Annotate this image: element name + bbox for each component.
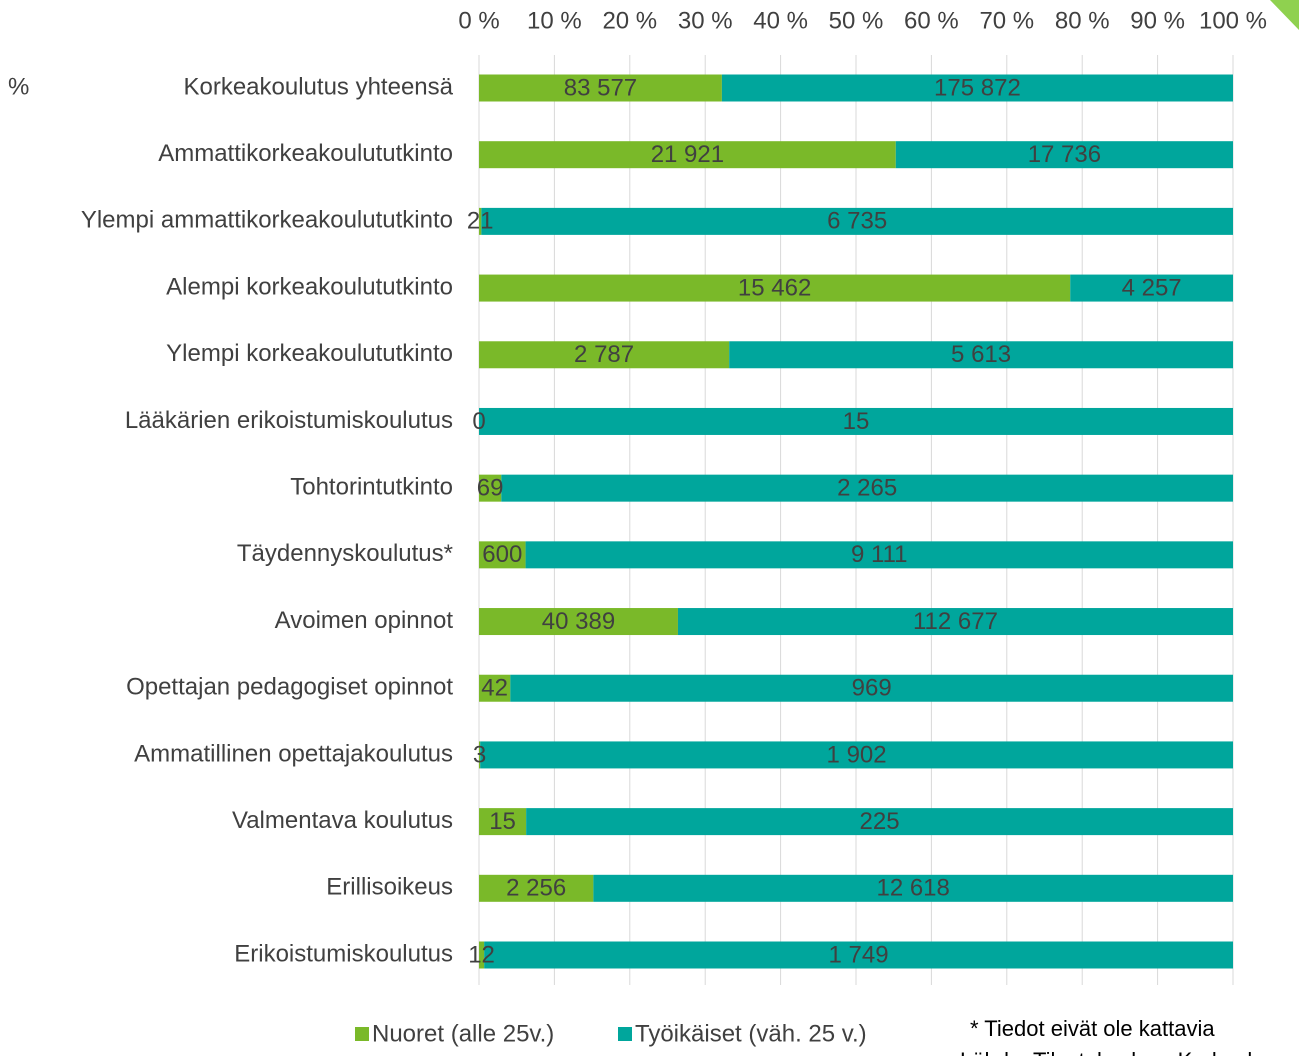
legend-swatch (618, 1027, 632, 1041)
data-label: 12 618 (876, 875, 949, 902)
bar-segment (593, 874, 1233, 902)
x-tick-label: 100 % (1199, 7, 1267, 34)
data-label: 969 (852, 675, 892, 702)
data-label: 42 (481, 675, 508, 702)
data-label: 3 (473, 741, 486, 768)
category-label: Erikoistumiskoulutus (234, 940, 453, 967)
x-tick-label: 40 % (753, 7, 808, 34)
bar-segment (1070, 274, 1233, 302)
bar-segment (501, 474, 1233, 502)
bar-segment (484, 941, 1233, 969)
category-label: Alempi korkeakoulututkinto (166, 273, 453, 300)
category-label: Erillisoikeus (326, 874, 453, 901)
category-label: Lääkärien erikoistumiskoulutus (125, 407, 453, 434)
x-tick-label: 80 % (1055, 7, 1110, 34)
category-label: Avoimen opinnot (275, 607, 454, 634)
category-label: Tohtorintutkinto (290, 473, 453, 500)
bar-segment (479, 207, 482, 235)
data-label: 175 872 (934, 74, 1021, 101)
data-label: 15 (843, 408, 870, 435)
corner-decoration (1270, 0, 1299, 30)
source: Lähde: Tilastokeskus, Korkeak (960, 1048, 1259, 1056)
x-tick-label: 20 % (602, 7, 657, 34)
data-label: 112 677 (913, 608, 998, 635)
data-label: 2 265 (837, 474, 897, 501)
data-label: 40 389 (542, 608, 615, 635)
data-label: 83 577 (564, 74, 637, 101)
data-label: 9 111 (851, 541, 908, 568)
data-label: 2 787 (574, 341, 634, 368)
bar-segment (479, 407, 1233, 435)
bar-segment (479, 74, 722, 102)
data-label: 21 (467, 208, 494, 235)
data-label: 6 735 (827, 208, 887, 235)
x-tick-label: 70 % (979, 7, 1034, 34)
bar-segment (479, 941, 485, 969)
bar-segment (677, 608, 1233, 636)
data-label: 15 (489, 808, 516, 835)
category-label: Ylempi ammattikorkeakoulututkinto (81, 207, 453, 234)
bar-segment (479, 274, 1071, 302)
bar-segment (480, 741, 1234, 769)
bar-segment (526, 808, 1233, 836)
bar-segment (895, 141, 1233, 169)
data-label: 17 736 (1028, 141, 1101, 168)
x-tick-label: 10 % (527, 7, 582, 34)
x-tick-label: 90 % (1130, 7, 1185, 34)
data-label: 15 462 (738, 274, 811, 301)
data-label: 69 (477, 474, 504, 501)
category-label: Ammatillinen opettajakoulutus (134, 740, 453, 767)
category-label: Opettajan pedagogiset opinnot (126, 674, 453, 701)
data-label: 12 (468, 941, 495, 968)
bar-segment (479, 341, 730, 369)
category-label: Korkeakoulutus yhteensä (183, 73, 453, 100)
bar-segment (479, 808, 527, 836)
x-tick-label: 0 % (458, 7, 499, 34)
bar-segment (479, 741, 481, 769)
bar-segment (479, 608, 678, 636)
data-label: 4 257 (1122, 274, 1182, 301)
category-label: Valmentava koulutus (232, 807, 453, 834)
bar-segment (479, 541, 526, 569)
data-label: 600 (482, 541, 522, 568)
data-label: 1 749 (829, 941, 889, 968)
x-tick-label: 50 % (829, 7, 884, 34)
bar-segment (479, 474, 502, 502)
bar-segment (479, 874, 594, 902)
bar-segment (729, 341, 1233, 369)
category-label: Ammattikorkeakoulututkinto (158, 140, 453, 167)
data-label: 1 902 (827, 741, 887, 768)
data-label: 5 613 (951, 341, 1011, 368)
bar-segment (481, 207, 1233, 235)
bar-segment (721, 74, 1233, 102)
x-tick-label: 30 % (678, 7, 733, 34)
data-label: 0 (472, 408, 485, 435)
category-label: Ylempi korkeakoulututkinto (166, 340, 453, 367)
bar-segment (510, 674, 1233, 702)
bar-segment (479, 141, 896, 169)
data-label: 225 (860, 808, 900, 835)
legend-swatch (355, 1027, 369, 1041)
x-tick-label: 60 % (904, 7, 959, 34)
legend-label: Työikäiset (väh. 25 v.) (635, 1020, 867, 1047)
data-label: 21 921 (651, 141, 724, 168)
legend-label: Nuoret (alle 25v.) (372, 1020, 554, 1047)
data-label: 2 256 (506, 875, 566, 902)
bar-segment (525, 541, 1233, 569)
grid (478, 55, 1234, 985)
footnote: * Tiedot eivät ole kattavia (970, 1016, 1215, 1041)
bar-segment (479, 674, 511, 702)
category-label: Täydennyskoulutus* (237, 540, 453, 567)
y-axis-label: % (8, 73, 29, 100)
